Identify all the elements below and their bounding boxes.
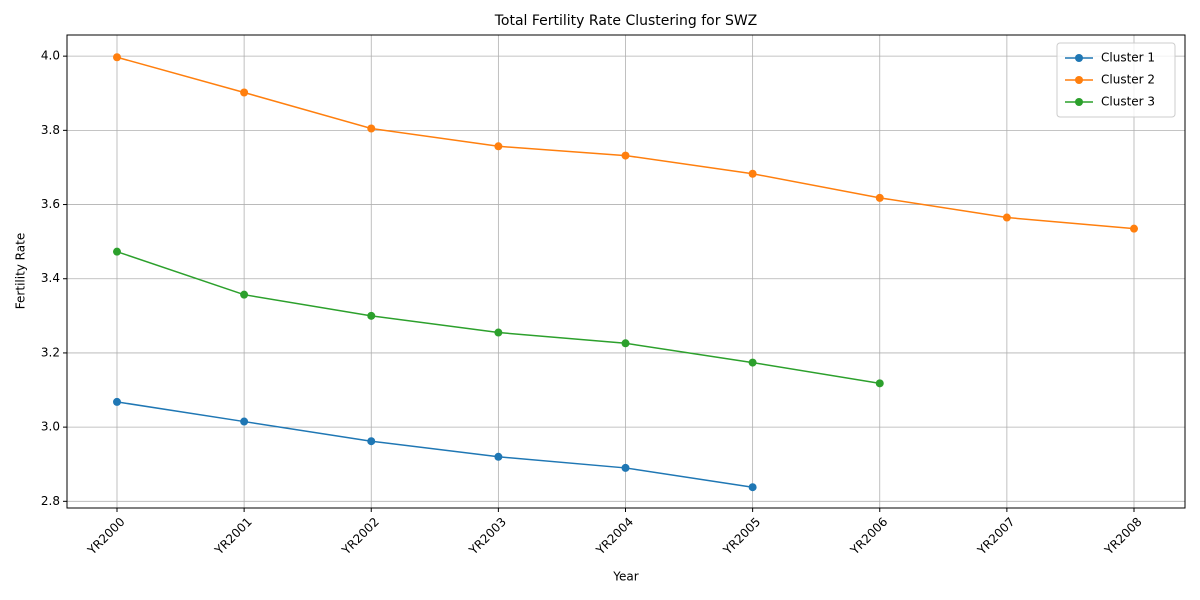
x-tick-label: YR2004 [593,515,636,558]
x-tick-label: YR2000 [84,515,127,558]
point [494,328,503,337]
point [875,379,884,388]
point [748,483,757,492]
point [113,397,121,406]
x-tick-label: YR2005 [720,515,763,558]
point [621,151,630,160]
point [748,358,757,367]
point [494,452,503,461]
plot-frame [66,34,1186,509]
legend-marker [1075,98,1083,106]
y-tick-label: 3.8 [41,123,60,137]
series-line [116,401,753,488]
chart-title: Total Fertility Rate Clustering for SWZ [494,13,758,29]
point [621,463,630,472]
x-tick-label: YR2002 [339,515,382,558]
point [367,311,376,320]
legend-label: Cluster 2 [1101,73,1155,87]
y-tick-label: 3.4 [41,271,60,285]
point [240,417,249,426]
legend-label: Cluster 1 [1101,51,1155,65]
point [621,339,630,348]
point [1002,213,1011,222]
point [240,88,249,97]
x-axis-label: Year [612,570,638,584]
y-tick-label: 3.2 [41,345,60,359]
y-tick-label: 3.6 [41,197,60,211]
point [367,124,376,133]
legend-frame [1056,42,1176,118]
point [1130,224,1138,233]
x-tick-label: YR2008 [1101,515,1144,558]
legend-label: Cluster 3 [1101,95,1155,109]
x-tick-label: YR2003 [466,515,509,558]
x-tick-label: YR2006 [847,515,890,558]
y-tick-label: 2.8 [41,494,60,508]
point [367,437,376,446]
point [240,290,249,299]
point [494,142,503,151]
y-tick-label: 4.0 [41,49,60,63]
legend-marker [1075,76,1083,84]
legend-marker [1075,54,1083,62]
point [748,169,757,178]
x-tick-label: YR2007 [974,515,1017,558]
y-axis-label: Fertility Rate [14,233,28,309]
point [113,247,121,256]
y-tick-label: 3.0 [41,420,60,434]
point [875,193,884,202]
x-tick-label: YR2001 [211,515,254,558]
point [113,53,121,62]
